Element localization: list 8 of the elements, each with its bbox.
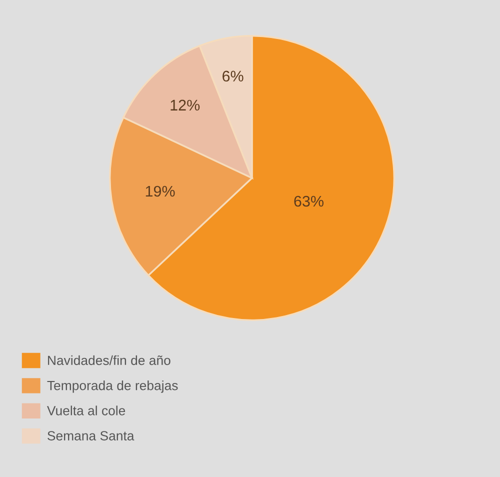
legend-label: Semana Santa bbox=[48, 431, 134, 440]
data-label: 6% bbox=[222, 70, 244, 82]
legend-label: Temporada de rebajas bbox=[47, 380, 178, 393]
legend-label: Navidades/fin de año bbox=[48, 355, 170, 366]
data-label: 63% bbox=[294, 196, 324, 207]
legend-label: Vuelta al cole bbox=[47, 406, 126, 416]
data-label: 12% bbox=[170, 100, 200, 111]
data-label: 19% bbox=[146, 186, 175, 197]
